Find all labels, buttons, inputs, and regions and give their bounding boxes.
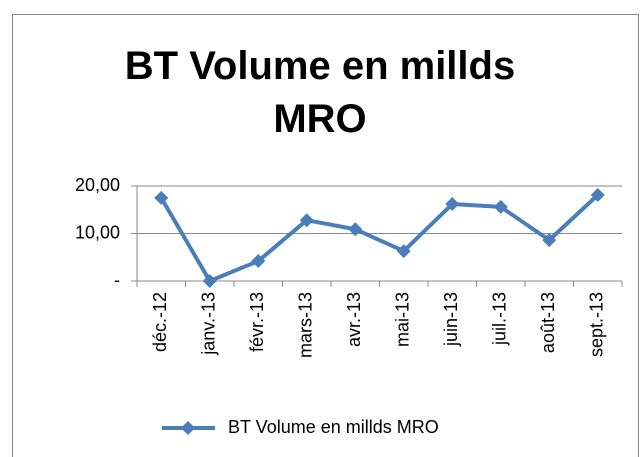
data-point xyxy=(251,254,266,269)
data-point xyxy=(493,199,508,214)
x-tick-label: mars-13 xyxy=(296,292,316,358)
data-point xyxy=(202,274,217,288)
x-tick-label: avr.-13 xyxy=(344,292,364,347)
data-point xyxy=(299,213,314,228)
x-tick-label: juin-13 xyxy=(441,292,461,347)
data-point xyxy=(396,244,411,259)
chart-title: BT Volume en millds MRO xyxy=(124,44,516,141)
data-point xyxy=(445,197,460,212)
x-tick-label: sept.-13 xyxy=(587,292,607,357)
data-point xyxy=(590,188,605,203)
x-tick-label: févr.-13 xyxy=(247,292,267,352)
x-tick-label: mai-13 xyxy=(393,292,413,347)
chart-border xyxy=(12,14,639,457)
y-tick-label: 10,00 xyxy=(75,222,120,242)
x-tick-label: juil.-13 xyxy=(490,292,510,346)
legend-marker xyxy=(181,421,195,435)
y-tick-label: - xyxy=(114,270,120,290)
x-tick-label: janv.-13 xyxy=(199,292,219,356)
series-line xyxy=(159,193,600,283)
x-tick-label: déc.-12 xyxy=(150,292,170,352)
legend-label: BT Volume en millds MRO xyxy=(228,417,439,437)
data-point xyxy=(154,190,169,205)
data-point xyxy=(348,222,363,237)
x-tick-label: août-13 xyxy=(538,292,558,353)
data-point xyxy=(542,233,557,248)
y-tick-label: 20,00 xyxy=(75,175,120,195)
